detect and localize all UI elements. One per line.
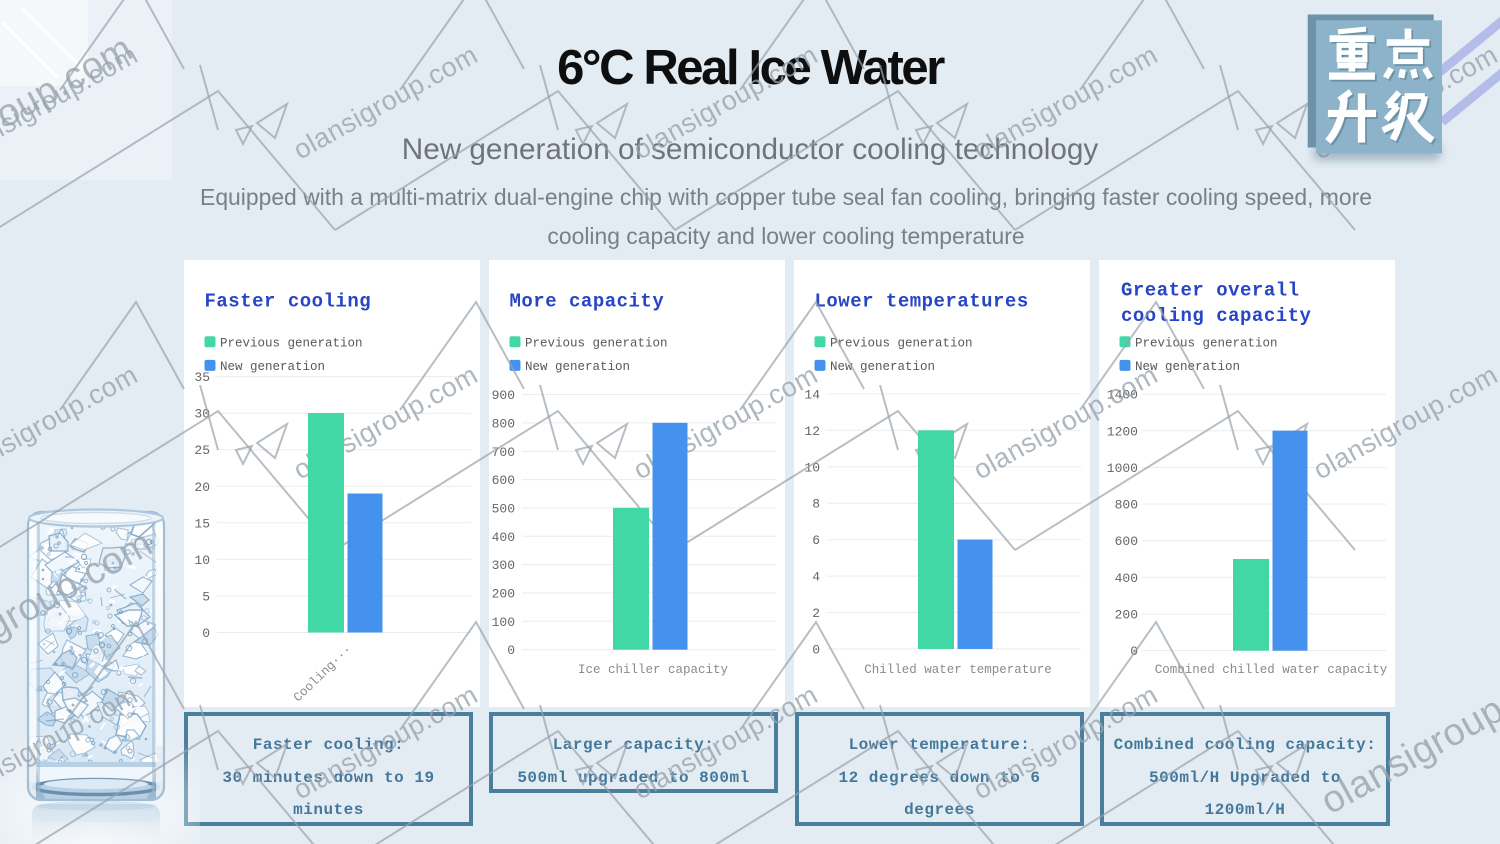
svg-text:New generation: New generation	[220, 360, 325, 374]
svg-text:500: 500	[492, 501, 515, 516]
svg-text:New generation: New generation	[1135, 360, 1240, 374]
svg-text:olansigroup.com: olansigroup.com	[0, 359, 143, 485]
svg-text:200: 200	[492, 586, 515, 601]
svg-text:4: 4	[812, 570, 820, 585]
svg-text:Chilled water temperature: Chilled water temperature	[864, 663, 1052, 677]
svg-text:400: 400	[492, 530, 515, 545]
svg-text:600: 600	[492, 473, 515, 488]
svg-text:0: 0	[812, 642, 820, 657]
svg-text:0: 0	[202, 626, 210, 641]
svg-text:0: 0	[1130, 644, 1138, 659]
svg-text:New generation: New generation	[525, 360, 630, 374]
svg-text:700: 700	[492, 445, 515, 460]
svg-text:Combined chilled water capacit: Combined chilled water capacity	[1155, 663, 1388, 677]
svg-text:10: 10	[804, 460, 820, 475]
svg-text:15: 15	[194, 516, 210, 531]
svg-text:0: 0	[507, 643, 515, 658]
svg-text:400: 400	[1115, 571, 1138, 586]
svg-text:200: 200	[1115, 608, 1138, 623]
svg-text:New generation: New generation	[830, 360, 935, 374]
svg-text:Previous generation: Previous generation	[1135, 337, 1278, 351]
svg-text:100: 100	[492, 615, 515, 630]
svg-text:900: 900	[492, 388, 515, 403]
svg-text:8: 8	[812, 497, 820, 512]
svg-text:1000: 1000	[1107, 461, 1138, 476]
svg-text:600: 600	[1115, 534, 1138, 549]
svg-text:5: 5	[202, 589, 210, 604]
svg-text:30: 30	[194, 407, 210, 422]
svg-text:35: 35	[194, 370, 210, 385]
svg-text:More capacity: More capacity	[510, 291, 665, 313]
svg-text:2: 2	[812, 606, 820, 621]
svg-text:800: 800	[1115, 498, 1138, 513]
svg-text:cooling capacity: cooling capacity	[1121, 305, 1312, 327]
svg-text:6: 6	[812, 533, 820, 548]
svg-text:300: 300	[492, 558, 515, 573]
svg-text:Ice chiller capacity: Ice chiller capacity	[578, 663, 729, 677]
svg-text:1400: 1400	[1107, 388, 1138, 403]
svg-text:Greater overall: Greater overall	[1121, 280, 1300, 302]
svg-text:25: 25	[194, 443, 210, 458]
svg-text:Lower temperatures: Lower temperatures	[815, 291, 1029, 313]
svg-text:Previous generation: Previous generation	[830, 337, 973, 351]
svg-text:1200: 1200	[1107, 424, 1138, 439]
svg-text:10: 10	[194, 553, 210, 568]
svg-text:800: 800	[492, 416, 515, 431]
svg-text:Faster cooling: Faster cooling	[205, 291, 372, 313]
svg-text:Previous generation: Previous generation	[525, 337, 668, 351]
svg-text:12: 12	[804, 424, 820, 439]
svg-text:14: 14	[804, 388, 820, 403]
svg-text:Cooling···: Cooling···	[291, 643, 355, 705]
svg-text:Previous generation: Previous generation	[220, 337, 363, 351]
svg-text:20: 20	[194, 480, 210, 495]
